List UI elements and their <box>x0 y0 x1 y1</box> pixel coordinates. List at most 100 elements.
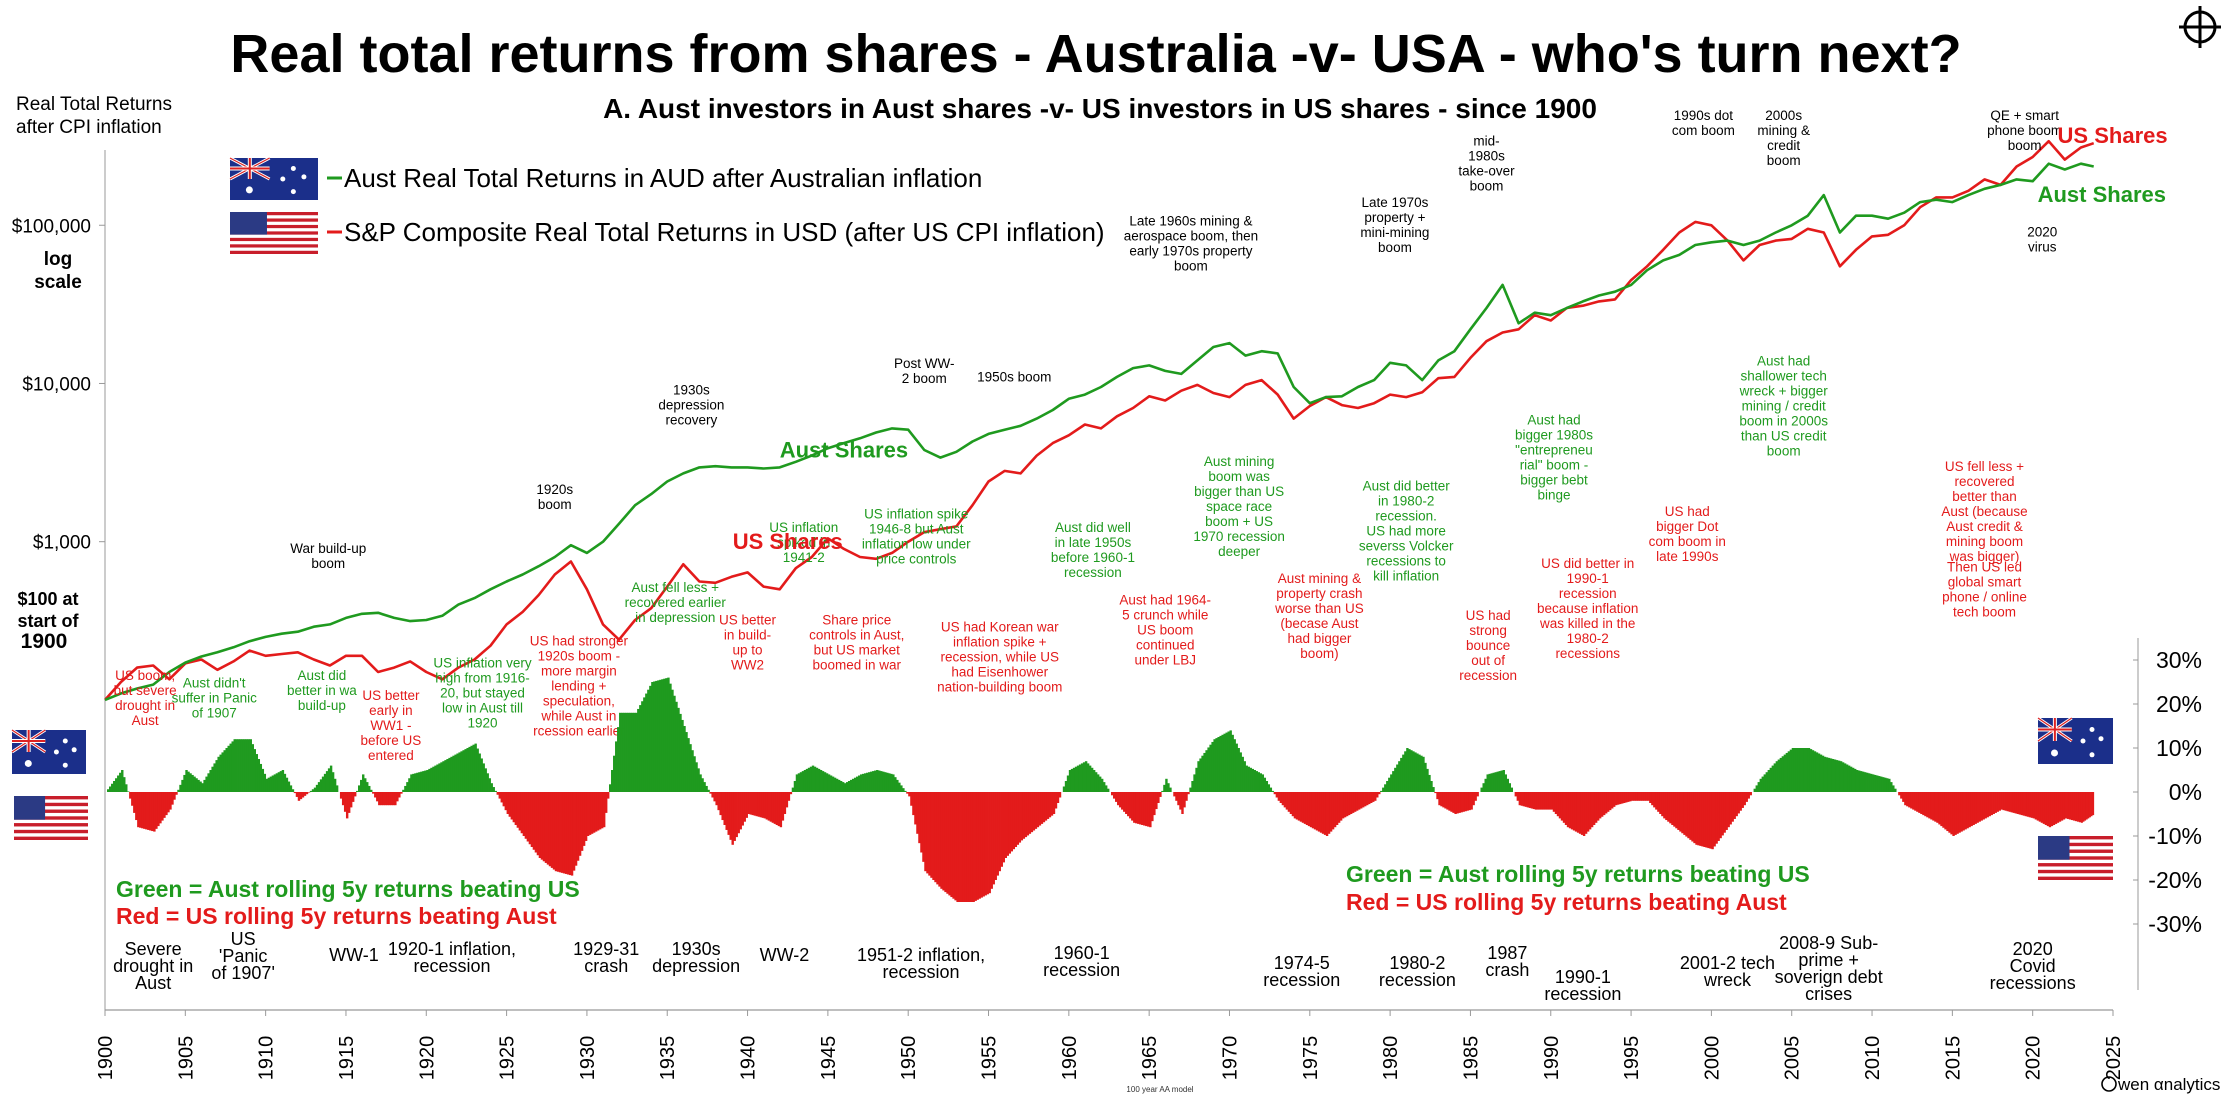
us-outperformance-bar <box>1137 792 1140 824</box>
us-outperformance-bar <box>1568 792 1572 829</box>
aust-outperformance-bar <box>1811 750 1815 792</box>
us-outperformance-bar <box>944 792 947 893</box>
us-outperformance-bar <box>960 792 963 902</box>
aust-outperformance-bar <box>432 766 435 792</box>
aust-outperformance-bar <box>1496 771 1499 792</box>
us-outperformance-bar <box>1289 792 1293 814</box>
event-label: 2008-9 Sub-prime + soverign debt crises <box>1775 933 1883 1004</box>
aust-outperformance-bar <box>311 789 315 792</box>
us-outperformance-bar <box>1584 792 1588 834</box>
aust-outperformance-bar <box>1267 784 1271 792</box>
us-outperformance-bar <box>1347 792 1351 816</box>
us-outperformance-bar <box>1693 792 1696 844</box>
flag-star <box>71 747 77 753</box>
aust-outperformance-bar <box>225 748 228 792</box>
series-label: US Shares <box>2058 123 2168 148</box>
aust-outperformance-bar <box>888 773 891 792</box>
us-outperformance-bar <box>994 792 997 880</box>
x-tick-label: 2010 <box>1862 1036 1884 1081</box>
aust-outperformance-bar <box>870 771 873 792</box>
us-outperformance-bar <box>1153 792 1156 816</box>
us-outperformance-bar <box>773 792 777 824</box>
aust-outperformance-bar <box>1837 760 1841 792</box>
aust-outperformance-bar <box>1086 763 1090 792</box>
us-outperformance-bar <box>735 792 738 838</box>
right-tick-label: 10% <box>2156 735 2202 761</box>
aust-outperformance-bar <box>685 732 688 792</box>
annotation-line: phone / online <box>1942 589 2027 604</box>
annotation-line: speculation, <box>543 694 615 709</box>
us-outperformance-bar <box>530 792 534 847</box>
us-outperformance-bar <box>992 792 995 885</box>
us-outperformance-bar <box>550 792 554 868</box>
us-outperformance-bar <box>964 792 967 902</box>
annotation-line: com boom in <box>1649 534 1726 549</box>
event-label-line: US <box>231 929 256 949</box>
flag-stripe <box>2038 876 2113 880</box>
aust-outperformance-bar <box>1388 777 1391 792</box>
us-outperformance-bar <box>910 792 913 806</box>
aust-outperformance-bar <box>309 790 313 792</box>
us-outperformance-bar <box>1368 792 1371 805</box>
aust-outperformance-bar <box>1064 781 1068 792</box>
us-outperformance-bar <box>914 792 917 825</box>
aust-outperformance-bar <box>273 774 277 792</box>
us-outperformance-bar <box>2054 792 2058 824</box>
us-outperformance-bar <box>936 792 939 885</box>
us-outperformance-bar <box>1930 792 1933 820</box>
us-outperformance-bar <box>1596 792 1600 821</box>
aust-outperformance-bar <box>1823 756 1827 792</box>
us-outperformance-bar <box>2082 792 2085 822</box>
aust-outperformance-bar <box>291 789 295 792</box>
annotation-line: bigger than US <box>1194 484 1284 499</box>
us-outperformance-bar <box>607 792 610 799</box>
us-outperformance-bar <box>1532 792 1536 810</box>
us-outperformance-bar <box>1580 792 1584 835</box>
aust-outperformance-bar <box>414 773 417 792</box>
us-outperformance-bar <box>1982 792 1985 820</box>
us-outperformance-bar <box>528 792 532 845</box>
annotation: US inflation spiked in 1941-2 <box>769 520 838 565</box>
us-outperformance-bar <box>576 792 580 861</box>
aust-outperformance-bar <box>1809 749 1813 792</box>
annotation: 1990s dot com boom <box>1672 108 1735 138</box>
us-outperformance-bar <box>1898 792 1901 796</box>
us-outperformance-bar <box>351 792 355 802</box>
us-outperformance-bar <box>1562 792 1566 823</box>
us-outperformance-bar <box>552 792 556 870</box>
us-outperformance-bar <box>956 792 959 902</box>
us-outperformance-bar <box>1370 792 1373 803</box>
annotation-line: boom <box>311 556 345 571</box>
us-outperformance-bar <box>1665 792 1668 821</box>
us-outperformance-bar <box>2030 792 2034 818</box>
annotation-line: mining / credit <box>1742 398 1826 413</box>
aust-outperformance-bar <box>1412 751 1415 792</box>
aust-outperformance-bar <box>1207 747 1210 792</box>
annotation-line: mini-mining <box>1360 225 1429 240</box>
flag-stripe <box>14 796 88 800</box>
aust-outperformance-bar <box>1161 790 1164 792</box>
us-outperformance-bar <box>548 792 552 867</box>
aust-outperformance-bar <box>631 712 634 792</box>
us-outperformance-bar <box>974 792 977 901</box>
us-outperformance-bar <box>496 792 499 795</box>
event-label: 1920-1 inflation, recession <box>388 939 516 976</box>
legend: Aust Real Total Returns in AUD after Aus… <box>229 156 1105 254</box>
annotation: Aust had bigger 1980s "entrepreneu rial" bo… <box>1515 413 1593 503</box>
us-outperformance-bar <box>1438 792 1441 806</box>
aust-outperformance-bar <box>1799 748 1803 792</box>
aust-outperformance-bar <box>793 781 797 792</box>
chart-subtitle: A. Aust investors in Aust shares -v- US … <box>603 93 1597 124</box>
aust-outperformance-bar <box>1773 763 1777 792</box>
us-outperformance-bar <box>2014 792 2018 814</box>
flag-star <box>301 174 307 180</box>
aust-outperformance-bar <box>695 762 698 792</box>
aust-outperformance-bar <box>807 767 811 792</box>
flag-star <box>245 186 253 194</box>
annotation-line: better in wa <box>287 683 357 698</box>
aust-outperformance-bar <box>1789 749 1793 792</box>
aust-outperformance-bar <box>811 765 815 792</box>
us-outperformance-bar <box>970 792 973 902</box>
us-outperformance-bar <box>1020 792 1024 841</box>
annotation-line: boom <box>1378 240 1412 255</box>
